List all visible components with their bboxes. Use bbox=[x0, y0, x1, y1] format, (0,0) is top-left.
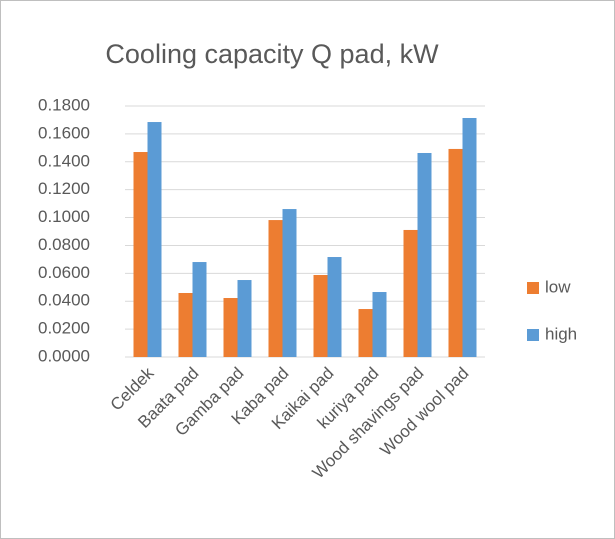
bar bbox=[192, 262, 207, 357]
chart-title: Cooling capacity Q pad, kW bbox=[105, 39, 439, 69]
legend-swatch bbox=[527, 329, 539, 341]
bar bbox=[268, 220, 283, 357]
legend-swatch bbox=[527, 282, 539, 294]
legend-label: high bbox=[545, 324, 577, 343]
bar bbox=[133, 152, 148, 357]
y-tick-label: 0.0200 bbox=[38, 319, 90, 338]
bar bbox=[358, 309, 373, 357]
bar bbox=[313, 275, 328, 357]
bar bbox=[147, 122, 162, 358]
y-tick-label: 0.1000 bbox=[38, 207, 90, 226]
y-tick-label: 0.0000 bbox=[38, 346, 90, 365]
bar bbox=[448, 148, 463, 357]
bar bbox=[282, 209, 297, 357]
y-tick-label: 0.1200 bbox=[38, 179, 90, 198]
legend-label: low bbox=[545, 277, 571, 296]
bar bbox=[403, 229, 418, 357]
y-tick-label: 0.0400 bbox=[38, 291, 90, 310]
y-tick-label: 0.1600 bbox=[38, 123, 90, 142]
y-tick-label: 0.0600 bbox=[38, 263, 90, 282]
y-tick-label: 0.1800 bbox=[38, 95, 90, 114]
y-tick-label: 0.1400 bbox=[38, 151, 90, 170]
bar bbox=[327, 257, 342, 357]
bar bbox=[462, 117, 477, 358]
y-tick-label: 0.0800 bbox=[38, 235, 90, 254]
bar bbox=[237, 280, 252, 357]
bar bbox=[223, 298, 238, 357]
bar bbox=[372, 292, 387, 357]
bar bbox=[417, 152, 432, 357]
bar bbox=[178, 292, 193, 357]
